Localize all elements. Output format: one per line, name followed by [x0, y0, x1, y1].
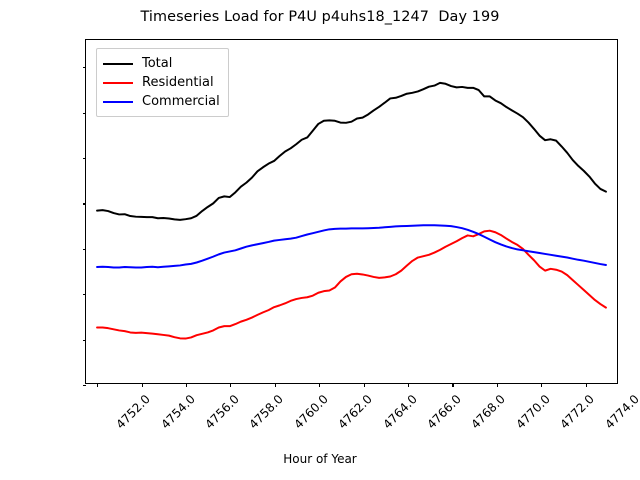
x-tick-mark [97, 383, 99, 387]
x-tick-mark [185, 383, 188, 387]
series-line-total [96, 81, 607, 221]
x-tick-label: 4756.0 [202, 392, 242, 432]
legend-swatch-residential [103, 81, 133, 84]
x-tick-label: 4772.0 [557, 392, 598, 432]
legend-label: Residential [142, 75, 214, 90]
x-tick-label: 4764.0 [379, 392, 420, 432]
legend-label: Total [142, 56, 173, 71]
x-tick-label: 4768.0 [468, 392, 509, 432]
x-tick-mark [541, 383, 543, 387]
x-tick-mark [274, 383, 276, 387]
series-line-residential [96, 229, 607, 340]
legend-item-residential[interactable]: Residential [103, 73, 220, 92]
x-tick-mark [319, 383, 321, 387]
x-tick-label: 4766.0 [424, 392, 464, 432]
y-tick-mark [82, 385, 86, 387]
y-tick-mark [82, 294, 86, 296]
x-tick-label: 4758.0 [246, 392, 287, 432]
x-tick-label: 4762.0 [335, 392, 376, 432]
x-tick-mark [141, 383, 143, 387]
chart-legend: Total Residential Commercial [96, 48, 229, 117]
y-tick-mark [82, 112, 86, 114]
x-tick-mark [452, 383, 454, 387]
legend-label: Commercial [142, 94, 220, 109]
x-tick-label: 4754.0 [157, 392, 198, 432]
x-tick-mark [496, 383, 498, 387]
y-axis-label: kW total [0, 139, 2, 190]
x-tick-label: 4760.0 [291, 392, 331, 432]
y-tick-mark [82, 339, 86, 341]
legend-item-total[interactable]: Total [103, 54, 220, 73]
x-tick-mark [230, 383, 232, 387]
x-tick-mark [408, 383, 410, 387]
x-tick-label: 4770.0 [513, 392, 553, 432]
y-tick-mark [82, 248, 86, 250]
x-axis-label: Hour of Year [283, 452, 357, 466]
legend-item-commercial[interactable]: Commercial [103, 92, 220, 111]
legend-swatch-commercial [103, 100, 133, 103]
y-tick-mark [82, 203, 86, 205]
y-tick-mark [82, 67, 86, 69]
chart-lines [96, 81, 607, 340]
chart-title: Timeseries Load for P4U p4uhs18_1247 Day… [140, 9, 500, 25]
legend-swatch-total [103, 62, 133, 65]
x-tick-mark [585, 383, 587, 387]
x-tick-label: 4752.0 [113, 392, 153, 432]
y-tick-mark [82, 158, 86, 160]
x-tick-mark [363, 383, 365, 387]
series-line-commercial [96, 224, 607, 269]
x-tick-label: 4774.0 [601, 392, 640, 432]
